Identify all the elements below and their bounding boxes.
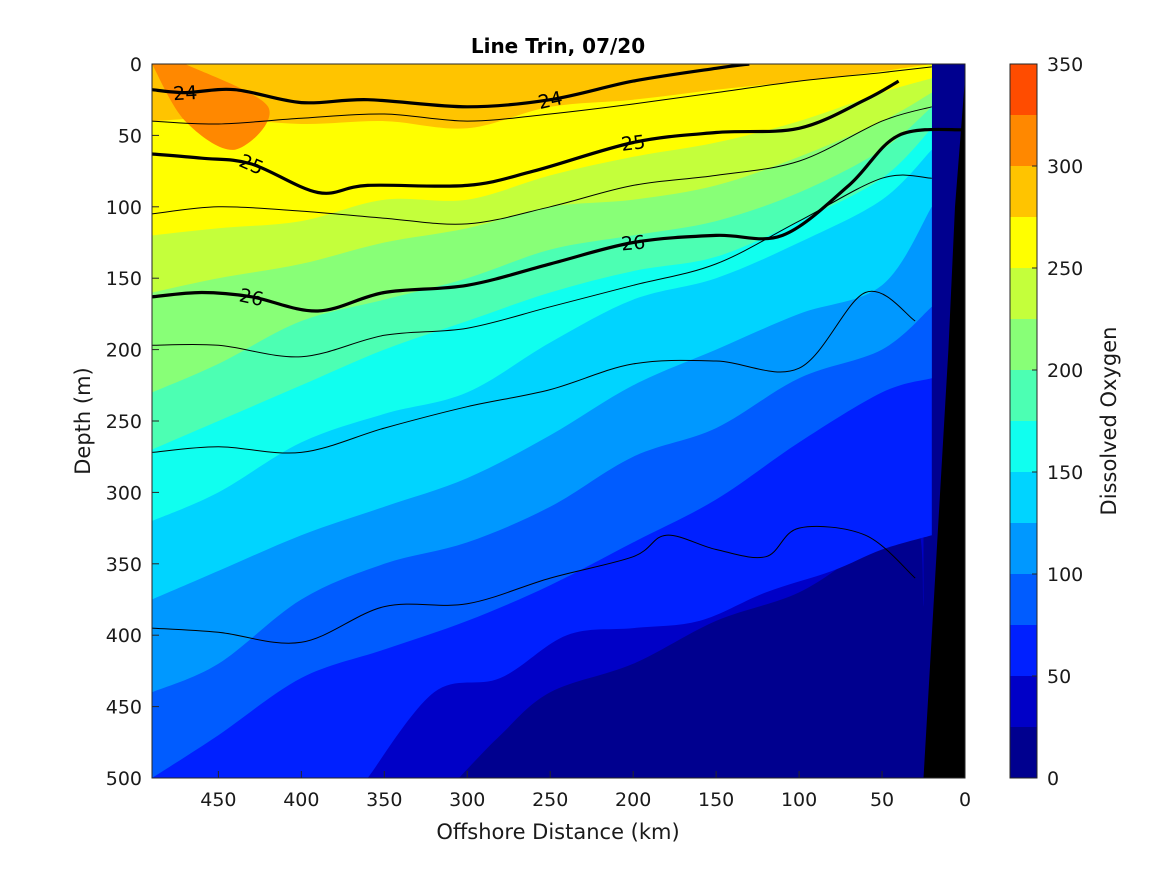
- x-tick-label: 250: [532, 789, 568, 811]
- y-tick-label: 50: [118, 125, 142, 147]
- density-contour-25: [152, 79, 900, 195]
- colorbar-segment: [1010, 625, 1037, 676]
- colorbar-tick-label: 250: [1047, 258, 1083, 280]
- colorbar-segment: [1010, 319, 1037, 370]
- contour-label-25-1: 25: [620, 131, 647, 156]
- x-axis: 450 400 350 300 250 200 150 100 50 0: [200, 771, 971, 811]
- y-tick-label: 200: [106, 340, 142, 362]
- colorbar-tick-label: 300: [1047, 156, 1083, 178]
- colorbar-label: Dissolved Oxygen: [1097, 327, 1121, 516]
- y-tick-label: 450: [106, 697, 142, 719]
- y-tick-label: 0: [130, 54, 142, 76]
- colorbar-segment: [1010, 268, 1037, 319]
- contour-label-text: 26: [620, 232, 646, 256]
- contour-label-text: 26: [237, 284, 265, 311]
- density-contour-thin-5: [152, 174, 932, 358]
- colorbar-segment: [1010, 370, 1037, 421]
- oxygen-fill-layer: [152, 64, 965, 778]
- contour-label-text: 24: [173, 82, 198, 105]
- contour-label-24-1: 24: [536, 87, 564, 114]
- colorbar-tick-label: 350: [1047, 54, 1083, 76]
- shelf-bathymetry: [923, 78, 965, 778]
- x-tick-label: 400: [283, 789, 319, 811]
- x-tick-label: 100: [781, 789, 817, 811]
- y-tick-label: 250: [106, 411, 142, 433]
- colorbar-segment: [1010, 115, 1037, 166]
- y-axis-label: Depth (m): [71, 367, 95, 474]
- colorbar-segment: [1010, 523, 1037, 574]
- density-contour-24: [152, 64, 750, 109]
- x-tick-label: 50: [870, 789, 894, 811]
- colorbar-frame: [1009, 63, 1038, 779]
- x-tick-label: 200: [615, 789, 651, 811]
- contour-label-text: 24: [536, 87, 564, 114]
- oxygen-band-275: [152, 64, 932, 129]
- x-tick-label: 450: [200, 789, 236, 811]
- colorbar-segment: [1010, 421, 1037, 472]
- chart-title: Line Trin, 07/20: [471, 34, 645, 58]
- y-tick-label: 500: [106, 768, 142, 790]
- density-contour-26: [152, 127, 965, 313]
- contour-label-text: 25: [620, 131, 647, 156]
- density-contour-thin-3: [152, 66, 932, 125]
- density-contour-thin-4: [152, 106, 932, 225]
- contour-label-26-0: 26: [237, 284, 265, 311]
- contour-label-24-0: 24: [173, 82, 198, 105]
- y-tick-label: 100: [106, 197, 142, 219]
- x-tick-label: 350: [366, 789, 402, 811]
- colorbar-segment: [1010, 166, 1037, 217]
- colorbar-segment: [1010, 217, 1037, 268]
- colorbar-tick-label: 200: [1047, 360, 1083, 382]
- x-tick-label: 300: [449, 789, 485, 811]
- colorbar-tick-label: 0: [1047, 768, 1059, 790]
- y-tick-label: 400: [106, 625, 142, 647]
- colorbar: 0 50 100 150 200 250 300 350: [1009, 54, 1083, 790]
- x-tick-label: 0: [959, 789, 971, 811]
- colorbar-segment: [1010, 727, 1037, 778]
- colorbar-tick-label: 100: [1047, 564, 1083, 586]
- y-tick-label: 150: [106, 268, 142, 290]
- colorbar-segment: [1010, 676, 1037, 727]
- x-tick-label: 150: [698, 789, 734, 811]
- colorbar-tick-label: 50: [1047, 666, 1071, 688]
- contour-label-26-1: 26: [620, 232, 646, 256]
- y-axis: 0 50 100 150 200 250 300 350 400 450 500: [106, 54, 159, 790]
- x-axis-label: Offshore Distance (km): [436, 820, 679, 844]
- colorbar-tick-label: 150: [1047, 462, 1083, 484]
- density-contour-thin-7: [152, 525, 916, 644]
- y-tick-label: 300: [106, 482, 142, 504]
- y-tick-label: 350: [106, 554, 142, 576]
- colorbar-segment: [1010, 472, 1037, 523]
- bathymetry-layer: [923, 78, 965, 778]
- colorbar-segment: [1010, 574, 1037, 625]
- oxygen-band-high: [152, 64, 270, 150]
- density-contour-thin-6: [152, 290, 916, 454]
- colorbar-segment: [1010, 64, 1037, 115]
